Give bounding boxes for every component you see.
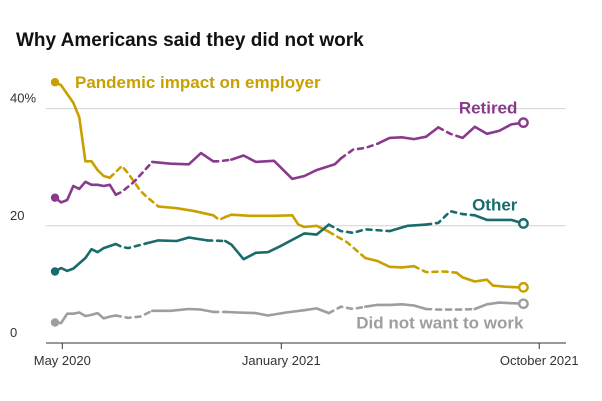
series-line-other <box>145 236 209 245</box>
series-retired <box>50 117 529 204</box>
series-line-other-dashed <box>114 242 148 250</box>
series-line-pandemic-impact-on-employer <box>455 271 525 289</box>
x-tick-label: January 2021 <box>242 353 321 368</box>
series-line-retired <box>151 151 215 166</box>
series-line-did-not-want-to-work <box>53 311 118 325</box>
start-point-pandemic-impact-on-employer <box>50 78 60 87</box>
series-line-other-dashed <box>424 209 477 226</box>
series-line-did-not-want-to-work <box>473 301 525 311</box>
series-pandemic-impact-on-employer <box>50 78 529 293</box>
y-axis-ticks: 0 20 40% <box>10 91 36 340</box>
end-point-retired <box>518 117 529 129</box>
y-tick-label: 40% <box>10 91 36 106</box>
series-line-did-not-want-to-work-dashed <box>114 309 154 320</box>
series-line-other <box>388 223 428 233</box>
start-point-did-not-want-to-work <box>50 318 60 327</box>
y-tick-label: 20 <box>10 208 24 223</box>
series-line-retired-dashed <box>114 160 154 196</box>
series-line-retired <box>230 154 343 181</box>
series-did-not-want-to-work <box>50 298 529 327</box>
series-line-did-not-want-to-work <box>364 303 428 311</box>
series-line-pandemic-impact-on-employer <box>224 213 331 233</box>
end-point-did-not-want-to-work <box>518 298 529 310</box>
series-line-pandemic-impact-on-employer-dashed <box>412 264 458 274</box>
series-line-other-dashed <box>205 239 227 243</box>
end-point-other <box>518 218 529 229</box>
start-point-retired <box>50 193 60 202</box>
x-tick-label: May 2020 <box>34 353 91 368</box>
x-tick-label: October 2021 <box>500 353 579 368</box>
series-label-retired: Retired <box>459 99 518 118</box>
series-line-did-not-want-to-work-dashed <box>327 305 367 315</box>
series-label-pandemic-impact-on-employer: Pandemic impact on employer <box>75 73 321 92</box>
series-line-pandemic-impact-on-employer-dashed <box>327 230 367 260</box>
series-line-pandemic-impact-on-employer <box>157 205 215 217</box>
series-line-pandemic-impact-on-employer-dashed <box>211 214 227 222</box>
series-line-other-dashed <box>327 223 391 235</box>
series-line-pandemic-impact-on-employer <box>53 80 112 179</box>
series-line-other <box>224 223 331 261</box>
series-line-retired-dashed <box>339 142 379 160</box>
start-point-other <box>50 267 60 276</box>
series-lines <box>50 78 529 327</box>
series-line-retired <box>376 126 440 146</box>
series-labels: Pandemic impact on employer Retired Other D… <box>75 73 524 333</box>
end-point-pandemic-impact-on-employer <box>518 281 529 293</box>
series-line-retired-dashed <box>211 158 233 163</box>
series-line-pandemic-impact-on-employer-dashed <box>108 164 160 208</box>
series-line-did-not-want-to-work <box>151 307 215 314</box>
y-tick-label: 0 <box>10 325 17 340</box>
series-line-retired-dashed <box>437 126 464 140</box>
series-label-did-not-want-to-work: Did not want to work <box>356 314 524 333</box>
x-axis-ticks: May 2020 January 2021 October 2021 <box>34 343 579 368</box>
series-line-pandemic-impact-on-employer <box>364 256 416 269</box>
series-other <box>50 209 529 276</box>
series-line-did-not-want-to-work-dashed <box>424 307 477 311</box>
series-line-retired <box>53 180 118 204</box>
series-line-did-not-want-to-work <box>224 307 331 317</box>
chart-title: Why Americans said they did not work <box>16 30 364 51</box>
series-label-other: Other <box>472 195 518 214</box>
series-line-other <box>473 214 525 225</box>
series-line-retired <box>461 121 525 140</box>
series-line-other <box>53 242 118 273</box>
